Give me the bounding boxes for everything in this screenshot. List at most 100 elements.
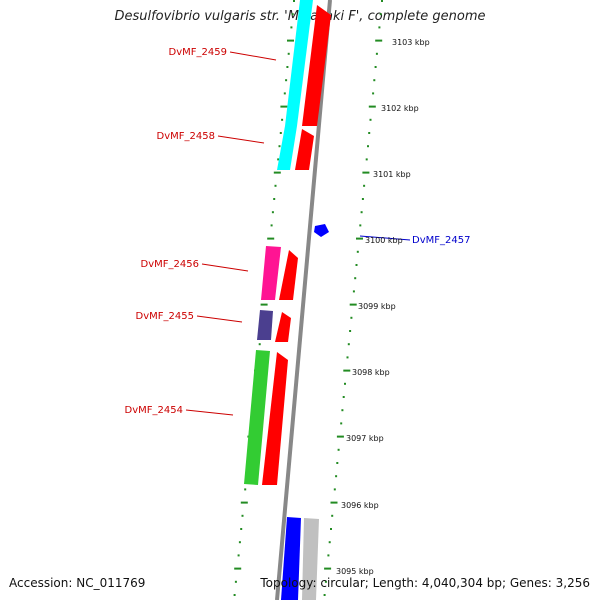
tick-mark — [238, 541, 241, 544]
tick-mark — [363, 184, 366, 187]
tick-mark — [285, 79, 288, 82]
tick-mark — [233, 594, 236, 596]
tick-mark — [291, 13, 294, 16]
gene-arrow-DvMF_2458 — [295, 129, 314, 170]
tick-mark — [328, 541, 331, 544]
tick-mark — [290, 26, 293, 29]
tick-mark — [337, 448, 340, 451]
tick-mark — [283, 92, 286, 95]
tick-mark — [356, 237, 363, 240]
tick-mark — [327, 554, 330, 557]
cds-bar-blue — [281, 517, 301, 600]
tick-mark — [379, 13, 382, 16]
tick-mark — [367, 145, 369, 148]
kbp-label: 3098 kbp — [352, 368, 390, 377]
tick-mark — [347, 343, 350, 346]
tick-mark — [267, 237, 275, 240]
cds-bar-gray — [302, 518, 319, 600]
tick-mark — [343, 369, 351, 372]
tick-mark — [354, 277, 357, 280]
kbp-label: 3100 kbp — [365, 236, 403, 245]
tick-mark — [240, 528, 243, 530]
tick-mark — [344, 382, 346, 385]
tick-mark — [234, 567, 242, 570]
gene-label-DvMF_2456: DvMF_2456 — [141, 259, 199, 270]
genome-summary: Topology: circular; Length: 4,040,304 bp… — [260, 576, 590, 590]
tick-mark — [349, 303, 357, 306]
tick-mark — [375, 52, 378, 55]
gene-arrow-DvMF_2454 — [262, 352, 288, 485]
tick-mark — [342, 396, 345, 398]
tick-mark — [244, 488, 247, 491]
tick-mark — [277, 158, 280, 161]
tick-mark — [340, 422, 343, 425]
gene-label-DvMF_2459: DvMF_2459 — [169, 47, 227, 58]
tick-mark — [331, 514, 334, 517]
tick-mark — [373, 79, 376, 82]
tick-mark — [365, 158, 368, 161]
kbp-label: 3102 kbp — [381, 104, 419, 113]
cds-bar-green — [244, 350, 270, 485]
tick-mark — [372, 92, 375, 95]
leader-DvMF_2457 — [359, 235, 411, 241]
tick-mark — [350, 316, 353, 319]
tick-mark — [360, 211, 363, 214]
kbp-label: 3096 kbp — [341, 501, 379, 510]
tick-mark — [381, 0, 383, 2]
tick-mark — [330, 501, 338, 504]
tick-mark — [279, 132, 282, 134]
gene-label-DvMF_2458: DvMF_2458 — [157, 131, 215, 142]
tick-mark — [330, 528, 332, 530]
tick-mark — [287, 52, 290, 55]
tick-mark — [352, 290, 355, 293]
kbp-label: 3099 kbp — [358, 302, 396, 311]
tick-mark — [349, 330, 352, 332]
tick-mark — [286, 66, 289, 68]
tick-mark — [374, 66, 377, 68]
tick-mark — [336, 435, 344, 438]
tick-mark — [287, 39, 294, 42]
gene-arrow-DvMF_2457 — [314, 224, 329, 237]
tick-mark — [341, 409, 344, 412]
kbp-label: 3101 kbp — [373, 170, 411, 179]
tick-mark — [323, 594, 326, 596]
tick-mark — [271, 211, 274, 214]
tick-mark — [324, 567, 332, 570]
kbp-label: 3097 kbp — [346, 434, 384, 443]
tick-mark — [335, 475, 338, 478]
tick-mark — [281, 118, 284, 121]
tick-mark — [270, 224, 273, 227]
tick-mark — [240, 501, 248, 504]
tick-mark — [234, 580, 237, 583]
tick-mark — [336, 462, 339, 464]
leader-DvMF_2458 — [217, 135, 265, 144]
tick-mark — [273, 171, 281, 174]
cds-bar-magenta — [261, 246, 281, 300]
leader-DvMF_2456 — [201, 263, 249, 272]
tick-mark — [355, 264, 358, 266]
leader-DvMF_2455 — [196, 315, 243, 323]
tick-mark — [362, 171, 370, 174]
gene-label-DvMF_2454: DvMF_2454 — [125, 405, 183, 416]
tick-mark — [280, 105, 288, 108]
tick-mark — [368, 105, 376, 108]
tick-mark — [293, 0, 295, 2]
tick-mark — [258, 343, 261, 346]
tick-mark — [241, 514, 244, 517]
leader-DvMF_2459 — [229, 51, 277, 61]
leader-DvMF_2454 — [185, 409, 234, 416]
tick-mark — [361, 198, 364, 200]
tick-mark — [356, 250, 359, 253]
kbp-label: 3103 kbp — [392, 38, 430, 47]
tick-mark — [324, 580, 327, 583]
kbp-label: 3095 kbp — [336, 567, 374, 576]
tick-mark — [359, 224, 362, 227]
gene-label-DvMF_2457: DvMF_2457 — [412, 235, 470, 246]
tick-mark — [375, 39, 383, 42]
tick-mark — [273, 198, 276, 200]
tick-mark — [378, 26, 381, 29]
gene-label-DvMF_2455: DvMF_2455 — [136, 311, 194, 322]
tick-mark — [274, 184, 277, 187]
cds-bar-purple — [257, 310, 273, 340]
